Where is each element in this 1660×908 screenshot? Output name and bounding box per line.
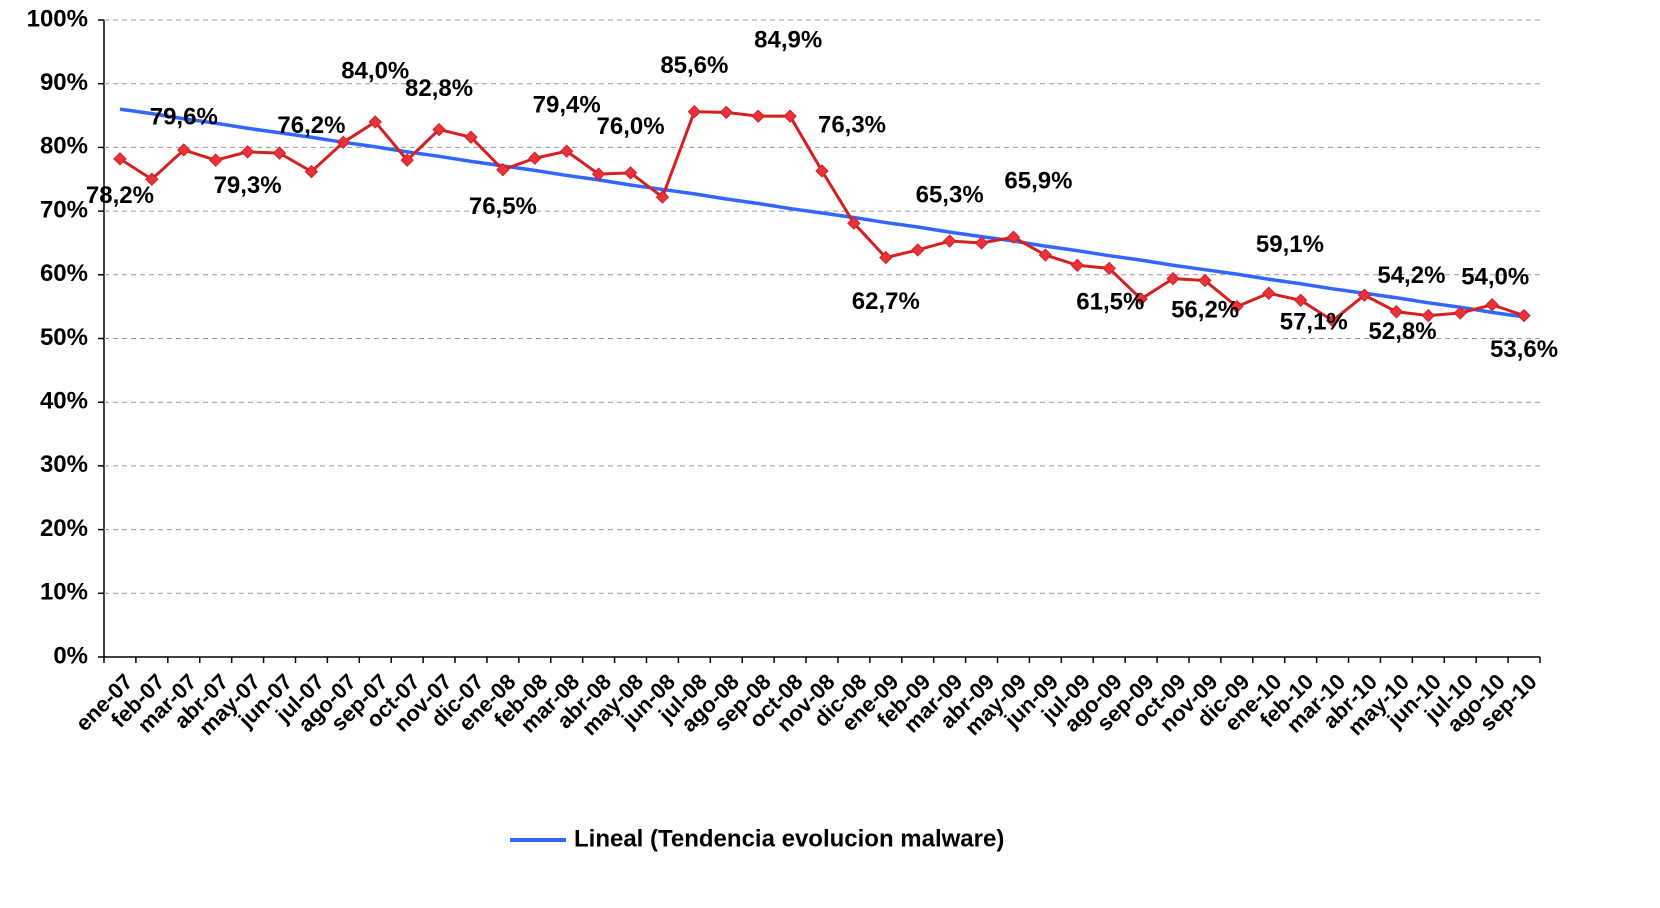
marker	[783, 109, 797, 123]
marker	[911, 243, 925, 257]
marker	[1389, 305, 1404, 319]
data-label: 76,5%	[469, 193, 537, 220]
marker	[145, 172, 159, 186]
data-label: 79,3%	[214, 172, 282, 199]
marker	[1198, 273, 1212, 288]
data-label: 56,2%	[1171, 296, 1239, 323]
data-label: 53,6%	[1490, 336, 1558, 363]
marker	[623, 166, 638, 180]
marker	[528, 151, 542, 165]
marker	[1517, 308, 1531, 323]
marker	[591, 167, 606, 181]
marker	[1485, 298, 1499, 312]
marker	[974, 236, 989, 250]
marker	[368, 115, 382, 129]
y-tick-label: 70%	[40, 196, 88, 223]
marker	[655, 190, 670, 204]
marker	[847, 216, 861, 230]
marker	[1293, 293, 1308, 307]
marker	[113, 152, 127, 166]
marker	[1038, 248, 1053, 262]
data-label: 65,3%	[916, 181, 984, 208]
marker	[751, 109, 765, 123]
data-label: 76,3%	[818, 111, 886, 138]
marker	[240, 145, 255, 159]
y-tick-label: 10%	[40, 579, 88, 606]
data-label: 84,9%	[754, 27, 822, 54]
y-tick-label: 80%	[40, 133, 88, 160]
y-tick-label: 100%	[27, 5, 88, 32]
marker	[879, 250, 893, 265]
data-label: 54,2%	[1377, 262, 1445, 289]
marker	[400, 153, 414, 167]
marker	[336, 135, 351, 150]
y-tick-label: 30%	[40, 451, 88, 478]
y-tick-label: 20%	[40, 515, 88, 542]
y-tick-label: 60%	[40, 260, 88, 287]
marker	[432, 122, 446, 137]
data-label: 79,4%	[533, 92, 601, 119]
marker	[687, 105, 702, 119]
marker	[464, 130, 478, 144]
marker	[272, 146, 287, 160]
data-label: 65,9%	[1004, 168, 1072, 195]
trend-line	[119, 107, 1525, 319]
marker	[1453, 306, 1467, 320]
marker	[1134, 292, 1148, 306]
data-label: 85,6%	[660, 52, 728, 79]
data-label: 79,6%	[150, 103, 218, 130]
series-line	[119, 110, 1525, 323]
data-label: 59,1%	[1256, 231, 1324, 258]
marker	[1070, 258, 1084, 272]
data-label: 78,2%	[86, 182, 154, 209]
data-label: 52,8%	[1369, 318, 1437, 345]
legend-label: Lineal (Tendencia evolucion malware)	[574, 825, 1004, 852]
data-label: 54,0%	[1461, 263, 1529, 290]
marker	[177, 143, 191, 157]
y-tick-label: 40%	[40, 388, 88, 415]
data-label: 62,7%	[852, 288, 920, 315]
data-label: 82,8%	[405, 75, 473, 102]
marker	[208, 153, 223, 167]
marker	[1262, 286, 1276, 300]
marker	[1421, 308, 1436, 323]
data-label: 84,0%	[341, 57, 409, 84]
marker	[815, 164, 829, 178]
marker	[942, 234, 957, 248]
y-tick-label: 0%	[53, 642, 88, 669]
marker	[1166, 271, 1180, 286]
marker	[1102, 261, 1116, 276]
data-label: 61,5%	[1076, 289, 1144, 316]
marker	[719, 105, 733, 120]
marker	[1357, 288, 1372, 302]
marker	[304, 164, 319, 179]
data-label: 76,2%	[277, 112, 345, 139]
marker	[1230, 299, 1244, 314]
marker	[560, 144, 574, 158]
marker	[1325, 313, 1340, 328]
y-tick-label: 50%	[40, 324, 88, 351]
y-tick-label: 90%	[40, 69, 88, 96]
data-label: 76,0%	[597, 113, 665, 140]
marker	[1006, 230, 1021, 244]
data-label: 57,1%	[1280, 309, 1348, 336]
marker	[496, 162, 510, 177]
